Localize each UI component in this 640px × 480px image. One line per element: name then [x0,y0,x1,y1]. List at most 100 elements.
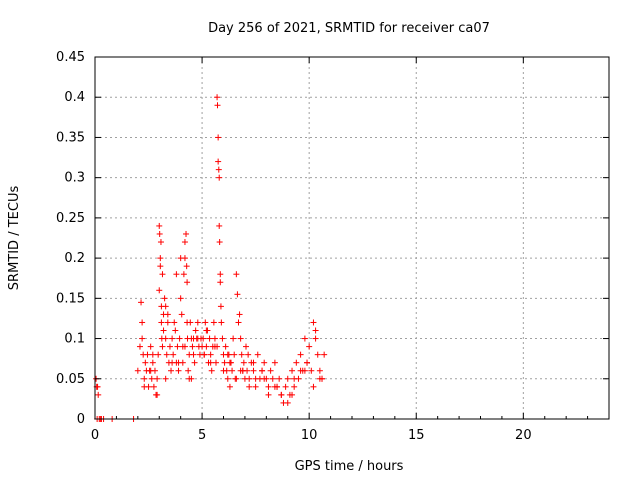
data-point [261,375,268,382]
data-point [187,319,194,326]
data-point [211,335,218,342]
data-point [265,383,272,390]
data-point [308,367,315,374]
data-point [211,343,218,350]
data-point [134,367,141,374]
y-tick-label: 0 [77,412,85,427]
data-point [149,359,156,366]
data-point [229,367,236,374]
x-tick-label: 0 [91,428,99,443]
data-point [142,359,149,366]
data-point [210,319,217,326]
data-point [202,319,209,326]
y-tick-label: 0.1 [64,332,85,347]
data-point [213,359,220,366]
data-point [242,343,249,350]
data-point [157,239,164,246]
data-point [181,239,188,246]
data-point [265,391,272,398]
data-point [185,367,192,374]
data-point [238,351,245,358]
data-point [162,375,169,382]
data-point [169,335,176,342]
data-point [190,335,197,342]
x-tick-label: 5 [198,428,206,443]
data-point [181,343,188,350]
data-point [319,375,326,382]
data-point [174,343,181,350]
data-point [191,359,198,366]
data-point [216,239,223,246]
axis-ticks: 0 0.05 0.1 0.15 0.2 0.25 0.3 0.35 0.4 0.45 0 5 10 15 2… [56,50,609,443]
data-point [147,367,154,374]
data-point [226,359,233,366]
data-point [194,319,201,326]
data-point [231,351,238,358]
data-point [312,335,319,342]
data-point [178,311,185,318]
data-point [173,271,180,278]
data-point [310,319,317,326]
data-point [218,319,225,326]
data-point [208,367,215,374]
data-point [216,174,223,181]
data-point [148,375,155,382]
data-point [156,222,163,229]
data-point [157,255,164,262]
data-point [321,351,328,358]
data-point [162,335,169,342]
data-point [150,383,157,390]
data-point [136,343,143,350]
data-point [154,391,161,398]
data-point [139,319,146,326]
y-tick-label: 0.3 [64,171,85,186]
data-point [163,351,170,358]
data-point [246,375,253,382]
data-point [250,359,257,366]
data-point [206,335,213,342]
data-point [207,359,214,366]
data-point [203,343,210,350]
data-point [312,327,319,334]
data-point [304,359,311,366]
data-point [234,291,241,298]
y-tick-label: 0.05 [56,372,85,387]
data-point [215,166,222,173]
data-point [219,335,226,342]
data-point [156,230,163,237]
data-point [171,319,178,326]
data-point [235,319,242,326]
data-point [250,367,257,374]
data-point [237,367,244,374]
x-tick-label: 20 [515,428,532,443]
data-point [217,271,224,278]
data-point [161,295,168,302]
data-point [252,383,259,390]
x-axis-label: GPS time / hours [295,459,404,474]
data-point [245,351,252,358]
data-point [192,327,199,334]
y-tick-label: 0.2 [64,251,85,266]
x-tick-label: 15 [408,428,425,443]
data-point [246,383,253,390]
data-point [162,303,169,310]
data-point [159,343,166,350]
data-point [252,375,259,382]
data-point [284,375,291,382]
data-point [289,367,296,374]
data-point [278,391,285,398]
data-point [173,359,180,366]
data-point [177,295,184,302]
data-point [293,359,300,366]
data-point [276,375,283,382]
data-point [267,367,274,374]
data-point [200,335,207,342]
data-point [172,327,179,334]
data-point [222,343,229,350]
data-point [289,391,296,398]
data-point [215,134,222,141]
data-point [188,375,195,382]
data-point [154,375,161,382]
data-point [180,271,187,278]
